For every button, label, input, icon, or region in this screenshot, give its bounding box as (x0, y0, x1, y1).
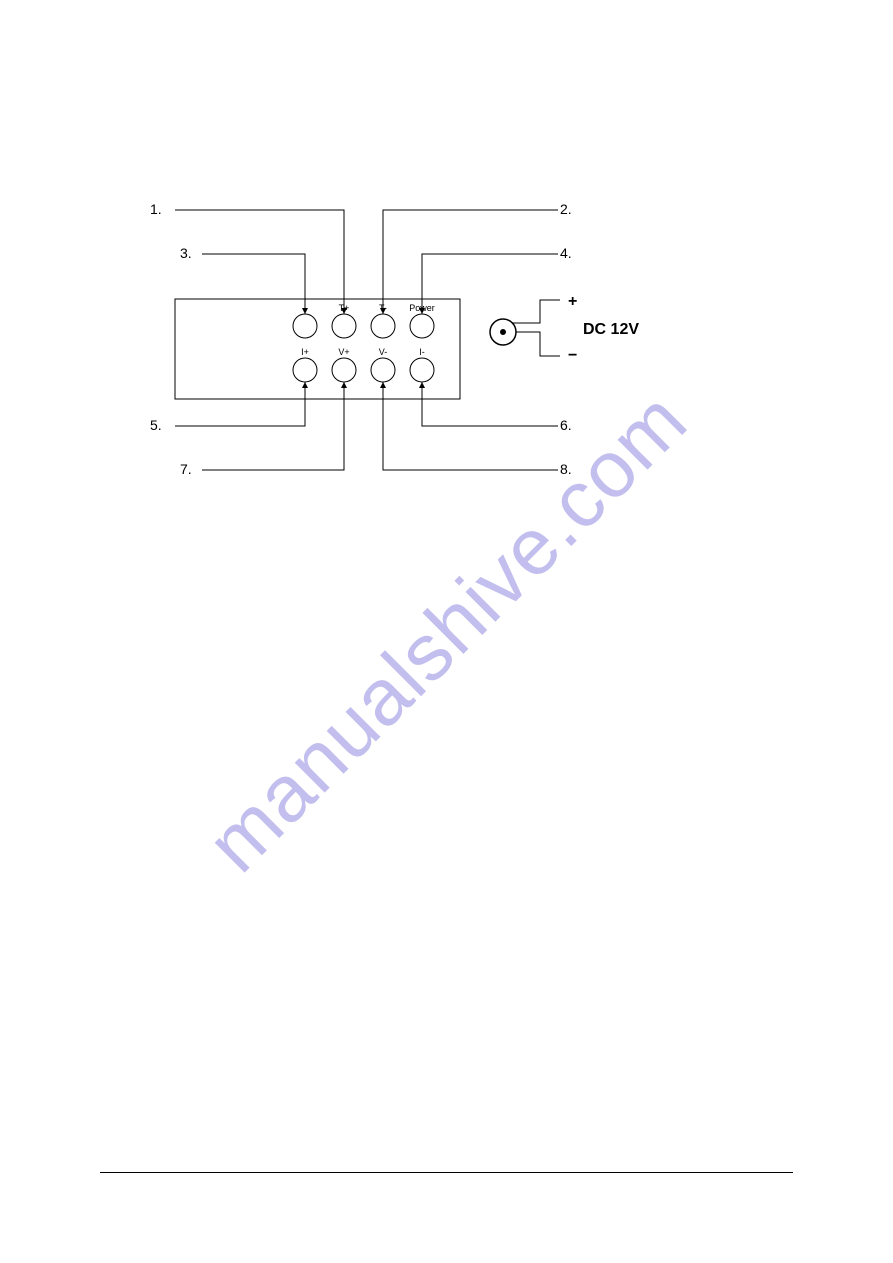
svg-text:3.: 3. (180, 245, 192, 261)
page: T+T-PowerI+V+V-I-1.2.3.4.5.6.7.8.+−DC 12… (0, 0, 893, 1263)
svg-text:V+: V+ (338, 347, 349, 357)
svg-text:7.: 7. (180, 461, 192, 477)
diagram-svg: T+T-PowerI+V+V-I-1.2.3.4.5.6.7.8.+−DC 12… (0, 0, 893, 1263)
svg-text:5.: 5. (150, 417, 162, 433)
svg-text:4.: 4. (560, 245, 572, 261)
svg-text:−: − (568, 347, 577, 364)
svg-text:V-: V- (379, 347, 388, 357)
svg-text:8.: 8. (560, 461, 572, 477)
svg-text:6.: 6. (560, 417, 572, 433)
svg-text:I-: I- (419, 347, 425, 357)
svg-text:+: + (568, 293, 577, 310)
svg-text:2.: 2. (560, 201, 572, 217)
svg-text:1.: 1. (150, 201, 162, 217)
footer-rule (100, 1172, 793, 1173)
svg-text:DC 12V: DC 12V (583, 321, 639, 338)
svg-text:I+: I+ (301, 347, 309, 357)
